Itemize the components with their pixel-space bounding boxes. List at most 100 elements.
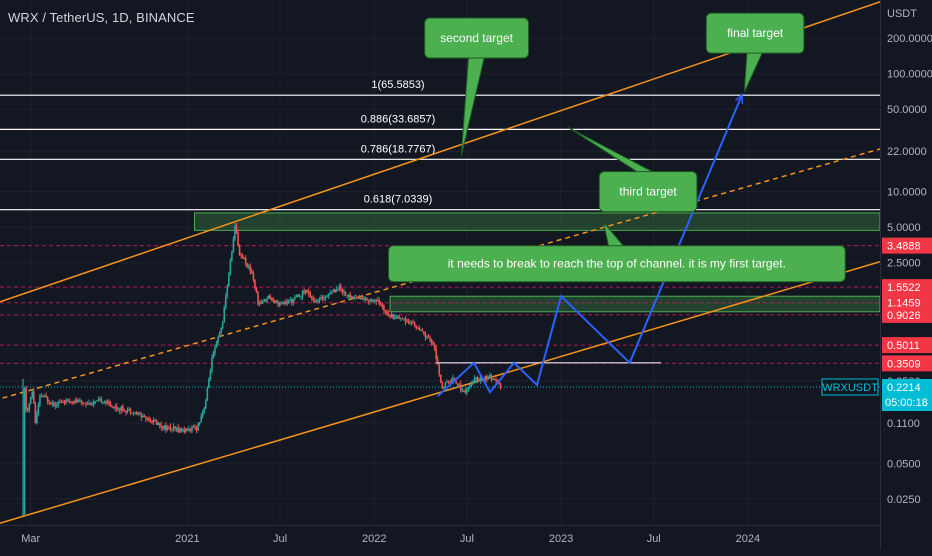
- candle-body: [178, 429, 181, 433]
- candle-body: [108, 401, 110, 404]
- candle-body: [318, 298, 321, 302]
- candle-body: [469, 384, 471, 388]
- y-tick-label: 50.0000: [887, 104, 927, 116]
- candle-body: [261, 301, 264, 304]
- callout[interactable]: it needs to break to reach the top of ch…: [388, 221, 846, 283]
- candle-body: [200, 416, 202, 423]
- candle-body: [157, 423, 159, 425]
- candle-body: [185, 428, 187, 433]
- candle-body: [444, 382, 447, 387]
- candle-body: [181, 429, 184, 431]
- candle-body: [287, 300, 290, 304]
- candle-body: [232, 238, 235, 252]
- x-tick-label: 2022: [362, 533, 386, 545]
- candle-body: [498, 382, 500, 385]
- candle-body: [154, 420, 156, 422]
- candle-body: [174, 426, 176, 429]
- projection-path[interactable]: [437, 95, 742, 397]
- candle-body: [355, 297, 358, 299]
- candle-body: [251, 271, 253, 274]
- candle-body: [317, 301, 319, 302]
- candle-body: [183, 429, 186, 433]
- candle-body: [220, 327, 222, 333]
- candle-body: [323, 297, 325, 299]
- candle-body: [415, 325, 417, 328]
- candle-body: [69, 401, 72, 403]
- symbol-title[interactable]: WRX / TetherUS, 1D, BINANCE: [8, 10, 195, 25]
- candle-body: [221, 322, 224, 328]
- candle-body: [158, 423, 161, 426]
- candle-body: [243, 257, 245, 259]
- x-tick-label: Mar: [21, 533, 40, 545]
- candle-body: [23, 388, 26, 514]
- candle-body: [327, 293, 330, 297]
- candle-body: [151, 420, 153, 423]
- candle-body: [188, 428, 190, 431]
- candle-body: [297, 294, 299, 297]
- candle-body: [492, 378, 494, 380]
- candle-body: [361, 297, 364, 300]
- candle-body: [458, 384, 460, 386]
- candle-body: [378, 299, 381, 304]
- level-badge: [882, 279, 932, 296]
- candle-body: [63, 402, 66, 404]
- callout[interactable]: third target: [567, 126, 698, 213]
- projection-line[interactable]: [437, 95, 742, 397]
- candle-body: [137, 413, 140, 415]
- candle-body: [366, 298, 368, 301]
- level-badge: [882, 294, 932, 311]
- candle-body: [165, 425, 167, 431]
- candle-body: [335, 289, 338, 293]
- candle-body: [171, 428, 173, 430]
- candle-body: [31, 391, 34, 397]
- candle-body: [330, 291, 333, 294]
- candle-body: [357, 297, 359, 299]
- candle-body: [206, 387, 209, 401]
- callouts[interactable]: second target final target third target it …: [388, 12, 846, 283]
- candle-body: [412, 322, 414, 324]
- candle-body: [123, 410, 126, 412]
- candle-body: [134, 412, 136, 414]
- price-axis[interactable]: USDT 200.0000 100.0000 50.0000 22.0000 10.000…: [880, 0, 932, 550]
- candle-body: [384, 310, 387, 312]
- candle-body: [135, 412, 138, 415]
- candle-body: [443, 386, 445, 389]
- candle-body: [370, 299, 373, 302]
- callout[interactable]: second target: [424, 17, 530, 157]
- callout[interactable]: final target: [705, 12, 805, 93]
- candle-body: [475, 377, 477, 379]
- candle-body: [441, 382, 444, 389]
- candle-body: [204, 400, 207, 409]
- candle-body: [66, 399, 69, 401]
- time-axis[interactable]: Mar 2021 Jul 2022 Jul 2023 Jul 2024: [0, 525, 880, 551]
- candle-body: [278, 303, 281, 305]
- candle-body: [360, 297, 362, 299]
- candle-body: [381, 304, 384, 307]
- channel-line-lower[interactable]: [0, 260, 880, 525]
- candle-body: [447, 381, 450, 383]
- candle-body: [56, 405, 58, 406]
- candle-body: [168, 427, 170, 428]
- candle-body: [129, 409, 132, 414]
- candle-body: [43, 395, 46, 397]
- candle-body: [85, 403, 87, 405]
- current-price-badge: [882, 378, 932, 411]
- candle-body: [249, 265, 252, 272]
- candle-body: [194, 426, 196, 428]
- zone-rect: [389, 295, 881, 313]
- candle-body: [86, 404, 89, 406]
- candle-body: [390, 314, 393, 318]
- candle-body: [94, 401, 97, 403]
- candle-body: [350, 296, 353, 298]
- candle-body: [54, 405, 57, 407]
- candle-body: [48, 401, 50, 403]
- candle-body: [40, 395, 43, 397]
- candle-body: [266, 298, 269, 301]
- candle-body: [257, 292, 259, 305]
- callout-text: it needs to break to reach the top of ch…: [448, 257, 786, 271]
- candle-body: [34, 403, 37, 424]
- y-tick-label: 5.0000: [887, 222, 921, 234]
- candle-body: [224, 296, 227, 308]
